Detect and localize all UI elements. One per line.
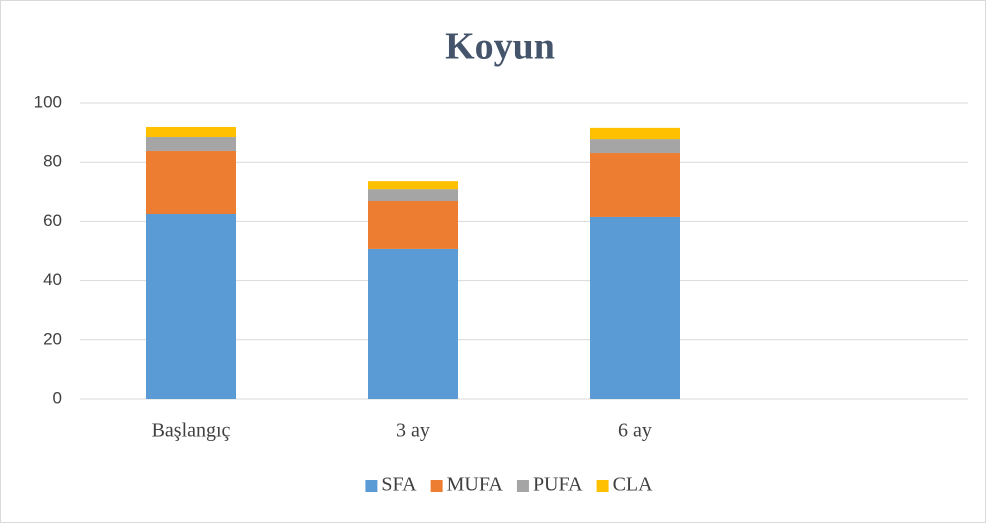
bar-segment <box>146 126 236 138</box>
bar-segment <box>146 137 236 151</box>
x-tick-label: 3 ay <box>396 420 430 442</box>
y-tick-label: 100 <box>34 92 62 111</box>
bar-segment <box>368 181 458 190</box>
bar-segment <box>590 139 680 154</box>
bar-segment <box>590 127 680 140</box>
bar-segment <box>146 150 236 214</box>
bar-segment <box>590 153 680 217</box>
bar-segment <box>368 200 458 249</box>
legend-swatch <box>365 480 378 492</box>
y-tick-label: 0 <box>53 388 62 407</box>
x-tick-label: Başlangıç <box>152 420 231 442</box>
bar-segment <box>368 189 458 201</box>
x-tick-label: 6 ay <box>618 420 652 442</box>
legend-label: MUFA <box>447 474 504 496</box>
y-tick-label: 20 <box>43 329 62 348</box>
bar-segment <box>146 214 236 399</box>
legend-label: SFA <box>381 474 417 496</box>
chart-title: Koyun <box>445 26 555 68</box>
bar-segment <box>368 248 458 399</box>
y-tick-label: 40 <box>43 270 62 289</box>
bar-segment <box>590 216 680 399</box>
y-tick-label: 60 <box>43 211 62 230</box>
y-tick-label: 80 <box>43 152 62 171</box>
legend-swatch <box>430 480 443 492</box>
legend-label: CLA <box>613 474 654 496</box>
legend-swatch <box>596 480 609 492</box>
legend-swatch <box>516 480 529 492</box>
legend-label: PUFA <box>533 474 583 496</box>
